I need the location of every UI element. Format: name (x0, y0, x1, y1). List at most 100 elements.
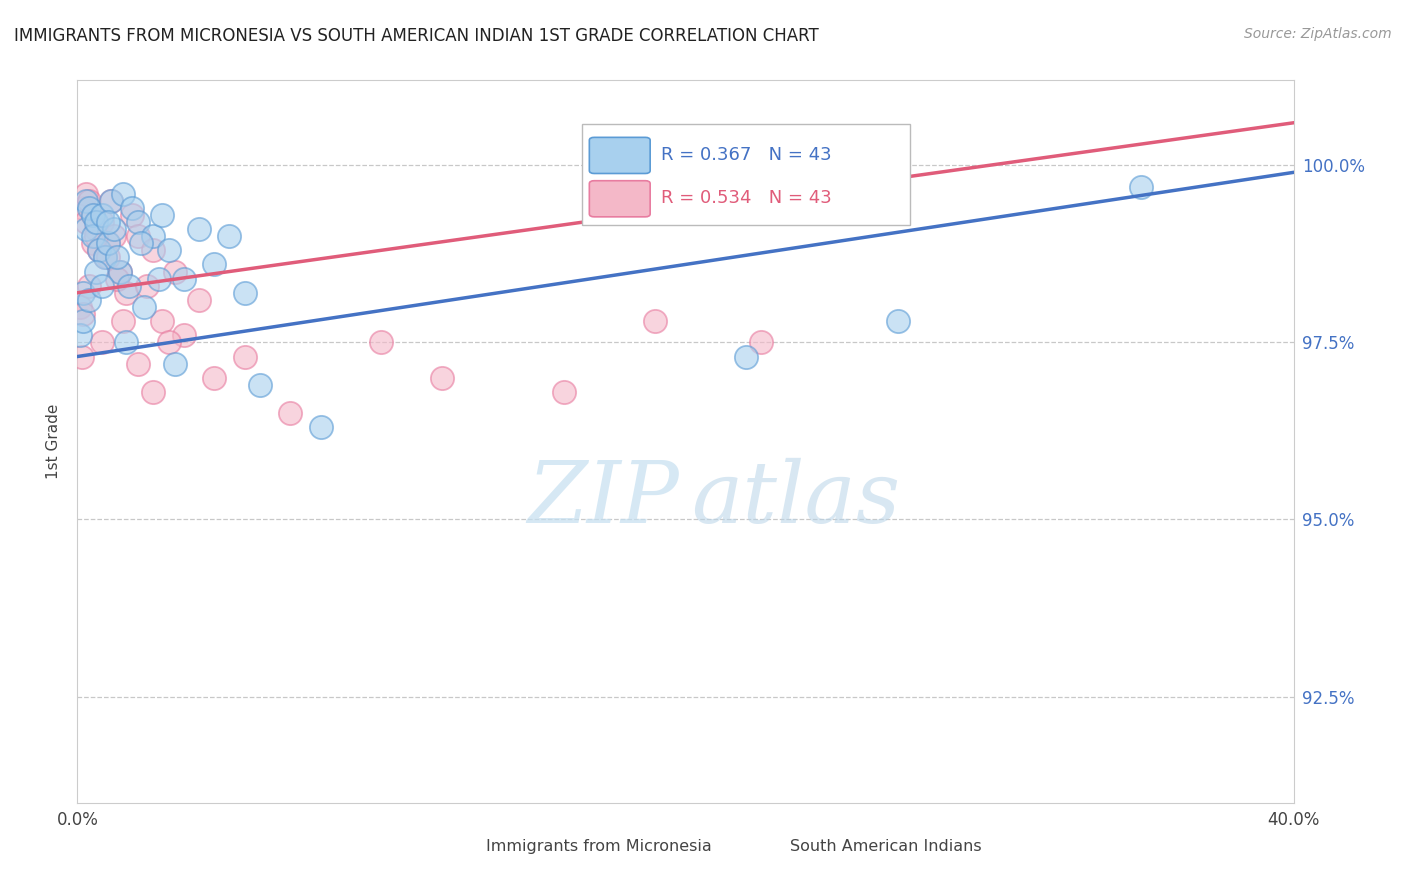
Text: Immigrants from Micronesia: Immigrants from Micronesia (486, 839, 711, 855)
Point (75, 222, 97, 236)
Point (82, 208, 104, 222)
Point (90, 208, 112, 222)
Point (90, 215, 112, 229)
Point (121, 201, 143, 215)
Point (218, 229, 240, 244)
Text: IMMIGRANTS FROM MICRONESIA VS SOUTH AMERICAN INDIAN 1ST GRADE CORRELATION CHART: IMMIGRANTS FROM MICRONESIA VS SOUTH AMER… (14, 27, 818, 45)
Text: R = 0.367   N = 43: R = 0.367 N = 43 (661, 145, 832, 164)
Point (202, 371, 225, 385)
Text: Source: ZipAtlas.com: Source: ZipAtlas.com (1244, 27, 1392, 41)
Point (188, 222, 211, 236)
Point (82, 208, 104, 222)
FancyBboxPatch shape (748, 837, 783, 857)
Point (278, 406, 301, 420)
Point (157, 244, 180, 258)
Point (105, 271, 128, 285)
Text: atlas: atlas (692, 458, 901, 541)
Point (370, 335, 392, 350)
Point (84, 222, 107, 236)
Point (90, 278, 112, 293)
Point (87, 244, 110, 258)
Point (148, 271, 170, 285)
Point (134, 300, 156, 314)
Point (142, 229, 165, 244)
Point (249, 377, 271, 392)
Point (142, 384, 165, 399)
Point (90, 335, 112, 350)
Point (157, 335, 180, 350)
Point (118, 278, 141, 293)
Point (93, 251, 115, 265)
Point (87, 244, 110, 258)
Point (97, 236, 120, 251)
Point (93, 251, 115, 265)
Point (188, 293, 211, 307)
Point (233, 350, 256, 364)
Y-axis label: 1st Grade: 1st Grade (46, 404, 62, 479)
Point (82, 236, 104, 251)
Point (103, 229, 125, 244)
Point (69, 328, 91, 343)
Point (1130, 179, 1153, 194)
Point (127, 215, 149, 229)
Point (127, 229, 149, 244)
Point (79, 201, 101, 215)
Point (75, 194, 97, 208)
Point (79, 293, 101, 307)
Point (644, 314, 666, 328)
Point (84, 215, 107, 229)
Point (163, 264, 186, 278)
Point (202, 257, 225, 271)
Point (108, 264, 131, 278)
Point (309, 420, 332, 434)
Point (72, 285, 94, 300)
Point (233, 285, 256, 300)
Point (735, 350, 758, 364)
Point (887, 314, 910, 328)
Point (115, 285, 138, 300)
Point (75, 215, 97, 229)
Point (430, 371, 453, 385)
Point (121, 208, 143, 222)
Text: R = 0.534   N = 43: R = 0.534 N = 43 (661, 189, 832, 207)
Point (72, 307, 94, 321)
Point (97, 236, 120, 251)
Point (103, 222, 125, 236)
Point (127, 357, 149, 371)
Point (111, 314, 134, 328)
Point (152, 208, 174, 222)
Point (79, 194, 101, 208)
Text: South American Indians: South American Indians (790, 839, 981, 855)
Point (751, 335, 773, 350)
Point (173, 271, 195, 285)
Point (82, 229, 104, 244)
Point (129, 236, 152, 251)
Point (97, 251, 120, 265)
Point (75, 186, 97, 201)
Point (105, 251, 128, 265)
Point (97, 215, 120, 229)
Point (152, 314, 174, 328)
FancyBboxPatch shape (589, 181, 650, 217)
Point (100, 194, 122, 208)
Point (115, 335, 138, 350)
Point (163, 357, 186, 371)
FancyBboxPatch shape (582, 124, 911, 225)
Point (173, 328, 195, 343)
Point (100, 194, 122, 208)
Point (84, 264, 107, 278)
Point (79, 278, 101, 293)
Text: ZIP: ZIP (527, 458, 679, 541)
FancyBboxPatch shape (444, 837, 478, 857)
Point (69, 300, 91, 314)
Point (70, 350, 93, 364)
Point (72, 201, 94, 215)
Point (72, 314, 94, 328)
Point (84, 229, 107, 244)
Point (553, 384, 575, 399)
Point (136, 278, 159, 293)
FancyBboxPatch shape (589, 137, 650, 173)
Point (111, 186, 134, 201)
Point (108, 264, 131, 278)
Point (142, 244, 165, 258)
